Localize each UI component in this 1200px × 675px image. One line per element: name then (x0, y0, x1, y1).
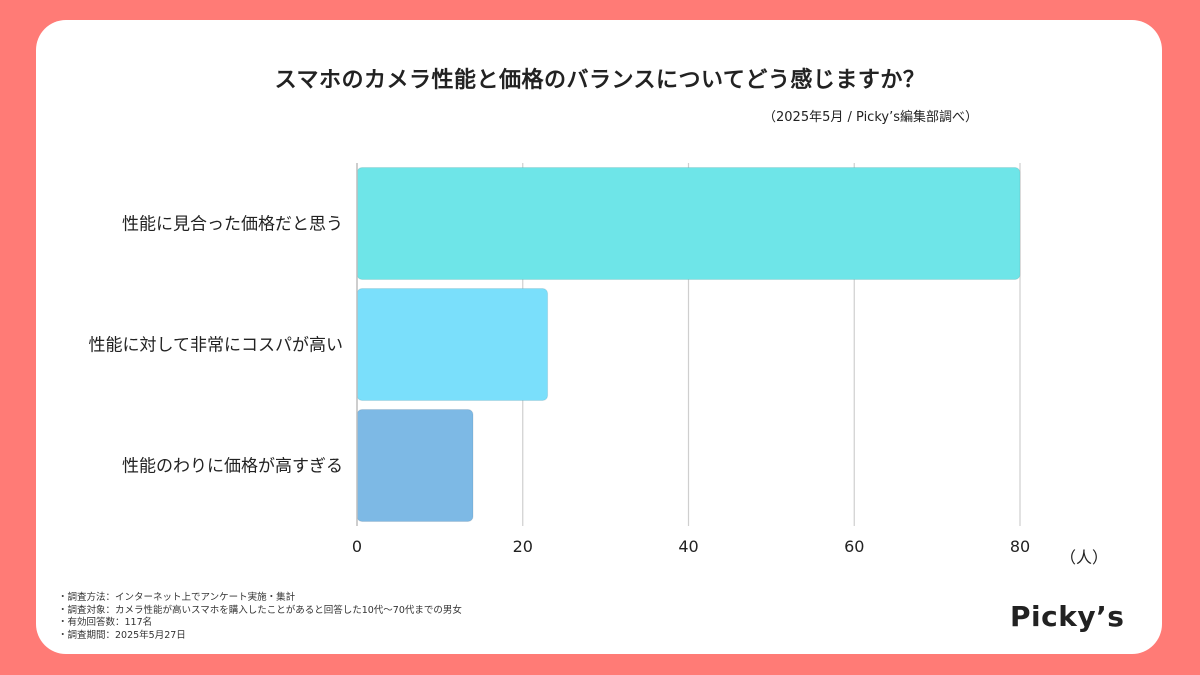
chart-subtitle: （2025年5月 / Picky’s編集部調べ） (763, 110, 978, 125)
category-label-3: 性能のわりに価格が高すぎる (122, 457, 343, 477)
note-method: ・調査方法：インターネット上でアンケート実施・集計 (58, 592, 296, 603)
x-axis-unit: （人） (1060, 548, 1108, 567)
note-target: ・調査対象：カメラ性能が高いスマホを購入したことがあると回答した10代〜70代ま… (58, 604, 462, 616)
chart-title: スマホのカメラ性能と価格のバランスについてどう感じますか？ (274, 68, 926, 93)
bar-1 (356, 167, 1021, 280)
x-tick-label-40: 40 (678, 537, 698, 556)
category-label-2: 性能に対して非常にコスパが高い (89, 336, 344, 356)
x-tick-label-80: 80 (1010, 537, 1030, 556)
note-responses: ・有効回答数：117名 (58, 617, 153, 628)
bar-3 (356, 409, 474, 522)
x-tick-label-60: 60 (844, 537, 864, 556)
chart-card (36, 20, 1162, 654)
survey-notes: ・調査方法：インターネット上でアンケート実施・集計 ・調査対象：カメラ性能が高い… (58, 592, 462, 642)
x-tick-label-20: 20 (513, 537, 533, 556)
note-period: ・調査期間：2025年5月27日 (58, 629, 186, 641)
x-tick-label-0: 0 (352, 537, 362, 556)
brand-logo: Picky’s (1010, 600, 1125, 633)
bar-2 (356, 288, 549, 401)
category-label-1: 性能に見合った価格だと思う (122, 215, 343, 235)
